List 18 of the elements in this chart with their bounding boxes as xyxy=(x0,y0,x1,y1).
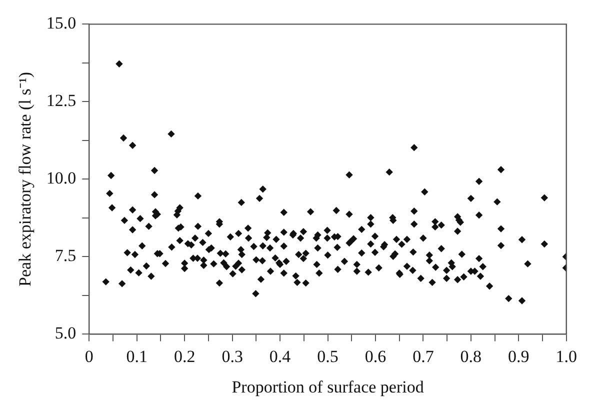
x-tick-label: 0.9 xyxy=(508,346,530,366)
x-tick-label: 1.0 xyxy=(556,346,577,366)
y-tick-label: 5.0 xyxy=(54,324,76,343)
x-axis-title: Proportion of surface period xyxy=(232,377,424,396)
x-tick-label: 0.3 xyxy=(222,346,243,366)
x-tick-label: 0.1 xyxy=(126,346,148,366)
x-tick-label: 0.8 xyxy=(460,346,482,366)
y-tick-label: 12.5 xyxy=(46,91,76,110)
x-tick-label: 0.7 xyxy=(412,346,434,366)
y-axis-title: Peak expiratory flow rate (l s⁻¹) xyxy=(16,72,35,286)
x-tick-label: 0.2 xyxy=(174,346,196,366)
x-tick-label: 0.5 xyxy=(317,346,338,366)
x-tick-label: 0.4 xyxy=(269,346,292,366)
y-tick-label: 15.0 xyxy=(46,14,76,33)
y-tick-label: 10.0 xyxy=(46,168,76,188)
x-tick-label: 0.6 xyxy=(364,346,386,366)
y-tick-label: 7.5 xyxy=(54,246,76,266)
x-tick-label: 0 xyxy=(84,346,94,366)
